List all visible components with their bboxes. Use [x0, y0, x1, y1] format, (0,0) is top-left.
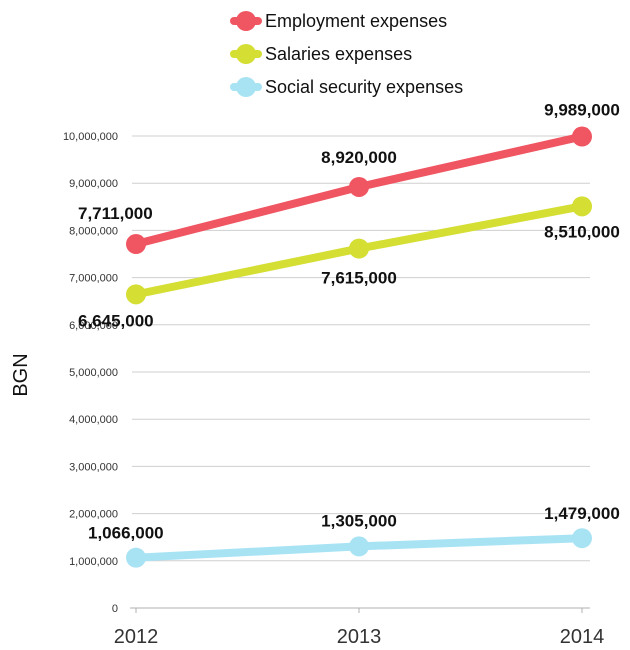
data-point: [126, 547, 146, 568]
data-label: 8,510,000: [544, 222, 620, 241]
y-tick-label: 6,000,000: [69, 320, 118, 332]
y-tick-label: 2,000,000: [69, 509, 118, 521]
series-group: [126, 126, 592, 568]
data-point: [349, 176, 369, 197]
y-axis-label: BGN: [10, 353, 32, 396]
data-label: 1,066,000: [88, 524, 164, 543]
legend-label: Social security expenses: [265, 77, 463, 97]
data-point: [572, 196, 592, 217]
x-axis: 2012 2013 2014: [114, 607, 605, 648]
legend-label: Salaries expenses: [265, 44, 412, 64]
data-label: 7,615,000: [321, 269, 397, 288]
legend-swatch-marker: [236, 77, 256, 97]
y-axis: 0 1,000,000 2,000,000 3,000,000 4,000,000 5,0…: [63, 131, 118, 615]
x-tick-label: 2014: [560, 626, 605, 648]
data-point: [349, 536, 369, 557]
x-tick-label: 2013: [337, 626, 382, 648]
legend-swatch-marker: [236, 11, 256, 31]
y-tick-label: 0: [112, 603, 118, 615]
x-tick-label: 2012: [114, 626, 159, 648]
y-tick-label: 3,000,000: [69, 461, 118, 473]
data-point: [572, 126, 592, 147]
data-label: 8,920,000: [321, 148, 397, 167]
data-point: [126, 284, 146, 305]
data-labels: 7,711,000 8,920,000 9,989,000 6,645,000 7,61…: [78, 101, 620, 543]
legend-label: Employment expenses: [265, 11, 447, 31]
data-point: [126, 234, 146, 255]
y-tick-label: 9,000,000: [69, 178, 118, 190]
data-label: 6,645,000: [78, 311, 154, 330]
y-tick-label: 7,000,000: [69, 273, 118, 285]
y-tick-label: 10,000,000: [63, 131, 118, 143]
data-label: 7,711,000: [78, 204, 153, 223]
y-tick-label: 8,000,000: [69, 225, 118, 237]
y-tick-label: 5,000,000: [69, 367, 118, 379]
y-tick-label: 4,000,000: [69, 414, 118, 426]
data-point: [572, 528, 592, 549]
data-label: 9,989,000: [544, 101, 620, 120]
legend-swatch-marker: [236, 44, 256, 64]
data-label: 1,305,000: [321, 511, 397, 530]
data-label: 1,479,000: [544, 504, 620, 523]
grid-lines: [132, 135, 590, 562]
legend: Employment expenses Salaries expenses Soci…: [230, 11, 463, 97]
y-tick-label: 1,000,000: [69, 556, 118, 568]
data-point: [349, 238, 369, 259]
